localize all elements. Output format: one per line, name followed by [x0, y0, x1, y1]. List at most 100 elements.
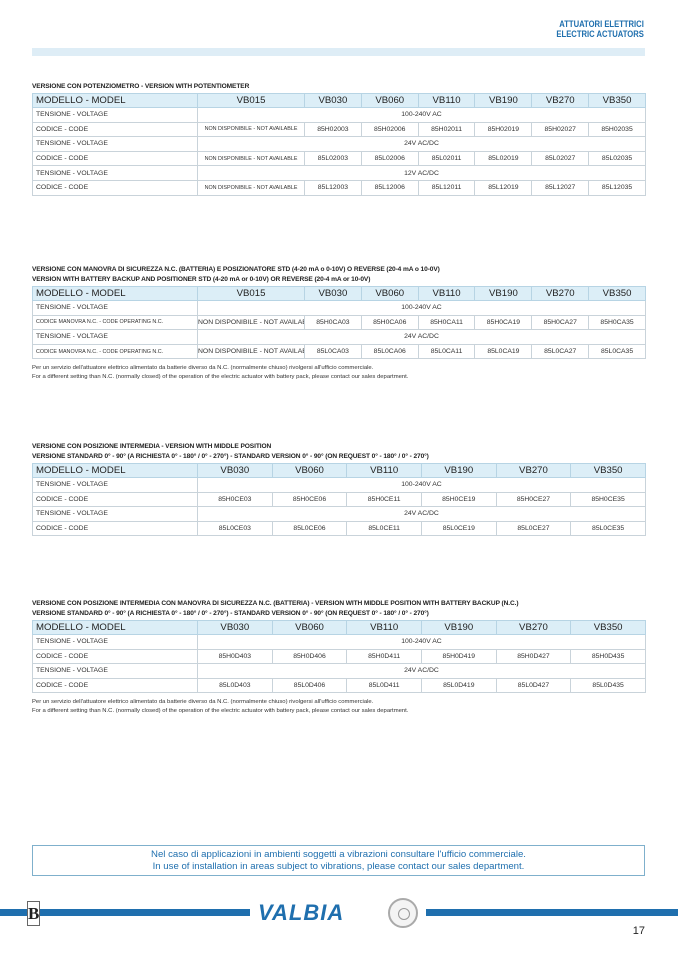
product-code: 85L0CE11 — [346, 520, 422, 537]
column-header: VB350 — [570, 620, 646, 635]
column-header: VB110 — [417, 93, 476, 108]
product-code: 85L12003 — [304, 179, 362, 196]
product-code: 85L0CE03 — [197, 520, 273, 537]
column-header-model: MODELLO - MODEL — [32, 463, 198, 478]
column-header: VB350 — [588, 286, 646, 301]
column-header: VB030 — [197, 463, 273, 478]
column-header: VB190 — [474, 286, 533, 301]
row-label: TENSIONE - VOLTAGE — [32, 136, 198, 152]
table-header-row: MODELLO - MODEL VB030 VB060 VB110 VB190 VB270… — [32, 620, 646, 635]
product-code: 85L02035 — [588, 150, 646, 167]
product-code: 85L12019 — [474, 179, 533, 196]
product-code: 85H02003 — [304, 121, 362, 138]
product-code: 85H0CA27 — [531, 314, 590, 331]
column-header: VB190 — [474, 93, 533, 108]
product-code: 85L02027 — [531, 150, 590, 167]
voltage-value: 100-240V AC — [197, 477, 646, 493]
code-row: CODICE - CODE NON DISPONIBILE - NOT AVAIL… — [32, 179, 646, 196]
product-table: MODELLO - MODEL VB015 VB030 VB060 VB110 VB190… — [32, 286, 646, 360]
product-code: 85H0D419 — [420, 648, 497, 665]
not-available-cell: NON DISPONIBILE - NOT AVAILABLE — [197, 343, 305, 360]
product-code: 85H0D411 — [346, 648, 422, 665]
header-line-en: ELECTRIC ACTUATORS — [556, 29, 644, 39]
product-section: VERSIONE CON POSIZIONE INTERMEDIA - VERS… — [32, 442, 646, 537]
product-code: 85H0CE11 — [346, 491, 422, 508]
note-line: For a different setting than N.C. (norma… — [32, 707, 409, 714]
product-code: 85H0CE27 — [495, 491, 572, 508]
product-section: VERSIONE CON POSIZIONE INTERMEDIA CON MA… — [32, 599, 646, 715]
column-header: VB015 — [197, 93, 305, 108]
product-code: 85H0D435 — [570, 648, 646, 665]
section-note: Per un servizio dell'attuatore elettrico… — [32, 698, 645, 715]
product-code: 85L02019 — [474, 150, 533, 167]
voltage-value: 24V AC/DC — [197, 663, 646, 679]
product-code: 85L0D411 — [346, 677, 422, 694]
voltage-value: 24V AC/DC — [197, 506, 646, 522]
column-header-model: MODELLO - MODEL — [32, 620, 198, 635]
voltage-value: 24V AC/DC — [197, 329, 646, 345]
product-code: 85H0D406 — [271, 648, 348, 665]
bonomi-group-logo: B — [27, 901, 40, 926]
product-table: MODELLO - MODEL VB030 VB060 VB110 VB190 VB270… — [32, 620, 646, 694]
product-code: 85L12035 — [588, 179, 646, 196]
note-line: Per un servizio dell'attuatore elettrico… — [32, 365, 374, 372]
table-header-row: MODELLO - MODEL VB015 VB030 VB060 VB110 VB190… — [32, 93, 646, 108]
column-header: VB030 — [304, 286, 362, 301]
product-code: 85L12011 — [417, 179, 476, 196]
product-code: 85L0D406 — [271, 677, 348, 694]
row-label: CODICE - CODE — [32, 677, 198, 694]
voltage-value: 24V AC/DC — [197, 136, 646, 152]
row-label: TENSIONE - VOLTAGE — [32, 300, 198, 316]
vibration-notice: Nel caso di applicazioni in ambienti sog… — [32, 845, 645, 876]
code-row: CODICE MANOVRA N.C. - CODE OPERATING N.C… — [32, 314, 646, 331]
table-header-row: MODELLO - MODEL VB015 VB030 VB060 VB110 VB190… — [32, 286, 646, 301]
product-code: 85L02011 — [417, 150, 476, 167]
product-code: 85L0CE19 — [420, 520, 497, 537]
row-label: CODICE MANOVRA N.C. - CODE OPERATING N.C… — [32, 314, 198, 331]
section-title: VERSIONE STANDARD 0° - 90° (A RICHIESTA … — [32, 610, 429, 617]
section-title: VERSIONE CON POSIZIONE INTERMEDIA - VERS… — [32, 443, 272, 450]
row-label: CODICE - CODE — [32, 121, 198, 138]
product-section: VERSIONE CON MANOVRA DI SICUREZZA N.C. (… — [32, 265, 646, 381]
code-row: CODICE - CODE 85L0D403 85L0D406 85L0D411 85L… — [32, 677, 646, 694]
product-code: 85H0CE35 — [570, 491, 646, 508]
voltage-row: TENSIONE - VOLTAGE 24V AC/DC — [32, 136, 646, 152]
column-header: VB190 — [420, 620, 497, 635]
product-section: VERSIONE CON POTENZIOMETRO - VERSION WIT… — [32, 82, 646, 196]
product-code: 85L0CE06 — [271, 520, 348, 537]
column-header: VB110 — [346, 463, 422, 478]
voltage-row: TENSIONE - VOLTAGE 100-240V AC — [32, 634, 646, 650]
footer-bar-right — [426, 909, 678, 916]
note-line: For a different setting than N.C. (norma… — [32, 373, 409, 380]
row-label: CODICE - CODE — [32, 648, 198, 665]
product-code: 85H0CE03 — [197, 491, 273, 508]
row-label: TENSIONE - VOLTAGE — [32, 477, 198, 493]
product-code: 85L0D427 — [495, 677, 572, 694]
column-header: VB270 — [495, 463, 572, 478]
code-row: CODICE - CODE NON DISPONIBILE - NOT AVAIL… — [32, 121, 646, 138]
product-code: 85L0CA27 — [531, 343, 590, 360]
product-code: 85H0CE06 — [271, 491, 348, 508]
product-code: 85H0D403 — [197, 648, 273, 665]
section-title: VERSIONE CON POTENZIOMETRO - VERSION WIT… — [32, 83, 250, 90]
code-row: CODICE MANOVRA N.C. - CODE OPERATING N.C… — [32, 343, 646, 360]
section-title: VERSION WITH BATTERY BACKUP AND POSITION… — [32, 276, 371, 283]
product-code: 85H02035 — [588, 121, 646, 138]
voltage-value: 100-240V AC — [197, 634, 646, 650]
product-code: 85L02006 — [360, 150, 419, 167]
product-code: 85H02019 — [474, 121, 533, 138]
not-available-cell: NON DISPONIBILE - NOT AVAILABLE — [197, 121, 305, 138]
column-header-model: MODELLO - MODEL — [32, 93, 198, 108]
product-code: 85L0CE35 — [570, 520, 646, 537]
voltage-row: TENSIONE - VOLTAGE 24V AC/DC — [32, 506, 646, 522]
voltage-row: TENSIONE - VOLTAGE 24V AC/DC — [32, 329, 646, 345]
row-label: CODICE - CODE — [32, 520, 198, 537]
product-code: 85L0CA35 — [588, 343, 646, 360]
column-header: VB060 — [360, 93, 419, 108]
footer-bar-left — [0, 909, 27, 916]
footer-bar-mid — [40, 909, 250, 916]
column-header-model: MODELLO - MODEL — [32, 286, 198, 301]
column-header: VB060 — [360, 286, 419, 301]
product-code: 85L0CA03 — [304, 343, 362, 360]
product-code: 85L0CA06 — [360, 343, 419, 360]
